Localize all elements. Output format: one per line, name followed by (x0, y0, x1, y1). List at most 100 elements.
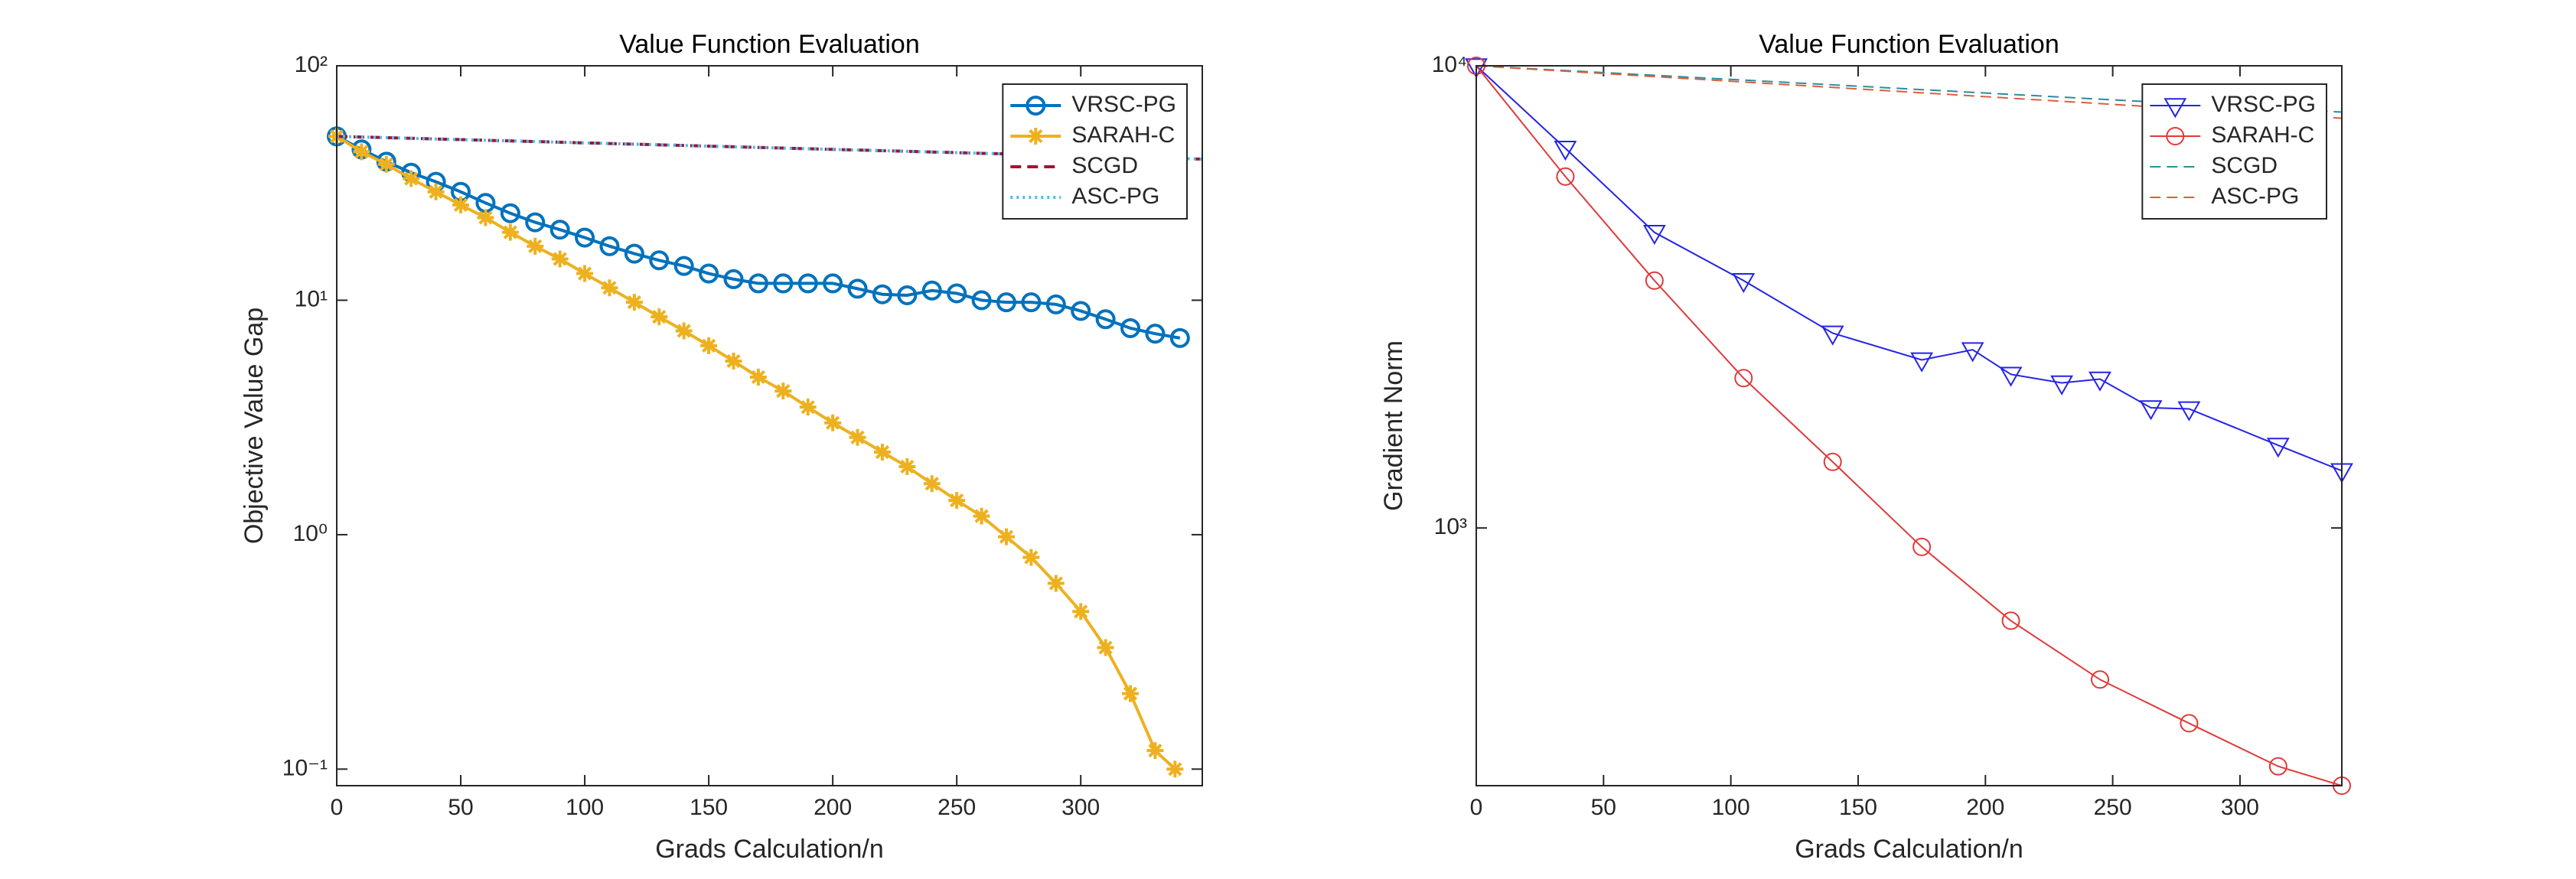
series-marker (1645, 271, 1664, 290)
series-marker (1961, 342, 1984, 363)
series-marker (1021, 292, 1042, 313)
series-marker (1095, 309, 1116, 330)
x-axis-label: Grads Calculation/n (1795, 835, 2023, 864)
series-marker (1047, 575, 1065, 592)
series-marker (723, 269, 744, 289)
x-tick-label: 200 (1966, 795, 2004, 820)
x-axis-label: Grads Calculation/n (655, 835, 884, 864)
x-tick-label: 150 (690, 795, 728, 820)
axes-box (336, 65, 1203, 786)
series-marker (1071, 301, 1091, 321)
y-axis-label: Objective Value Gap (240, 308, 269, 544)
series-marker (675, 322, 693, 340)
series-marker (1734, 369, 1753, 388)
series-marker (1554, 141, 1577, 161)
series-marker (2139, 400, 2163, 421)
series-marker (847, 278, 868, 299)
series-marker (673, 256, 694, 276)
series-marker (921, 280, 942, 301)
x-tick-label: 0 (1470, 795, 1483, 820)
series-marker (475, 193, 496, 213)
series-marker (849, 428, 866, 446)
series-marker (501, 223, 519, 241)
series-marker (575, 227, 595, 248)
legend-item: ASC-PG (2150, 184, 2299, 209)
legend-marker (1027, 128, 1045, 145)
series-marker (996, 292, 1016, 313)
series-marker (1166, 760, 1184, 778)
series-marker (997, 528, 1015, 545)
series-marker (1910, 352, 1934, 373)
x-tick-label: 100 (1712, 795, 1750, 820)
x-tick-label: 50 (448, 795, 473, 820)
series-marker (1122, 685, 1140, 702)
series-marker (2266, 438, 2290, 458)
legend-label: SARAH-C (1071, 122, 1175, 148)
x-tick-label: 300 (2221, 795, 2259, 820)
series-marker (1120, 318, 1141, 338)
series-marker (525, 212, 546, 233)
series-marker (625, 294, 643, 311)
series-marker (1823, 452, 1842, 471)
y-tick-label: 10¹ (295, 286, 328, 311)
series-marker (1097, 639, 1114, 656)
series-line (1476, 66, 2342, 119)
series-line (1476, 66, 2342, 786)
series-marker (1821, 325, 1844, 346)
legend-item: SARAH-C (1010, 122, 1175, 148)
series-marker (649, 250, 670, 271)
x-tick-label: 0 (331, 795, 344, 820)
series-marker (2177, 401, 2201, 422)
legend-item: VRSC-PG (2150, 92, 2316, 119)
series-marker (1465, 58, 1488, 79)
series-marker (873, 443, 891, 461)
series-marker (549, 220, 570, 240)
series-marker (2180, 714, 2199, 733)
axes-box (1475, 65, 2343, 786)
x-tick-label: 200 (814, 795, 852, 820)
chart-title: Value Function Evaluation (619, 30, 920, 59)
series-marker (773, 273, 794, 294)
legend-marker (1026, 96, 1046, 116)
x-tick-label: 100 (566, 795, 604, 820)
series-marker (353, 143, 370, 161)
series-marker (725, 353, 742, 370)
y-tick-label: 10⁰ (293, 521, 328, 546)
series-marker (651, 308, 668, 326)
legend-item: ASC-PG (1010, 184, 1159, 209)
legend: VRSC-PG SARAH-C SCGD ASC-PG (1002, 83, 1188, 220)
y-axis-label: Gradient Norm (1379, 340, 1408, 511)
y-tick-label: 10⁻¹ (282, 755, 328, 780)
y-tick-label: 10² (295, 52, 328, 77)
series-marker (823, 273, 843, 294)
series-marker (377, 155, 395, 173)
legend-marker (2166, 127, 2185, 145)
series-marker (1045, 294, 1066, 314)
series-marker (872, 284, 892, 304)
series-marker (2268, 757, 2287, 776)
series-marker (748, 273, 768, 294)
legend-label: ASC-PG (2211, 184, 2299, 209)
series-marker (1999, 366, 2023, 387)
series-marker (2089, 371, 2111, 392)
series-marker (699, 263, 719, 284)
series-marker (797, 273, 818, 294)
series-marker (551, 250, 569, 268)
legend-label: SARAH-C (2211, 122, 2314, 148)
legend-label: ASC-PG (1071, 184, 1159, 209)
series-marker (527, 237, 544, 255)
legend-item: SARAH-C (2150, 122, 2314, 148)
series-marker (1145, 324, 1166, 344)
subplot: Value Function Evaluation Grads Calculati… (1379, 30, 2353, 864)
series-marker (774, 383, 792, 400)
legend-label: VRSC-PG (2211, 92, 2316, 117)
legend-label: SCGD (1071, 153, 1138, 178)
y-tick-label: 10⁴ (1432, 52, 1467, 77)
series-marker (1169, 327, 1190, 348)
series-marker (624, 243, 644, 264)
series-marker (2001, 611, 2020, 630)
series-marker (948, 492, 966, 509)
series-marker (403, 170, 420, 187)
series-marker (452, 196, 470, 213)
